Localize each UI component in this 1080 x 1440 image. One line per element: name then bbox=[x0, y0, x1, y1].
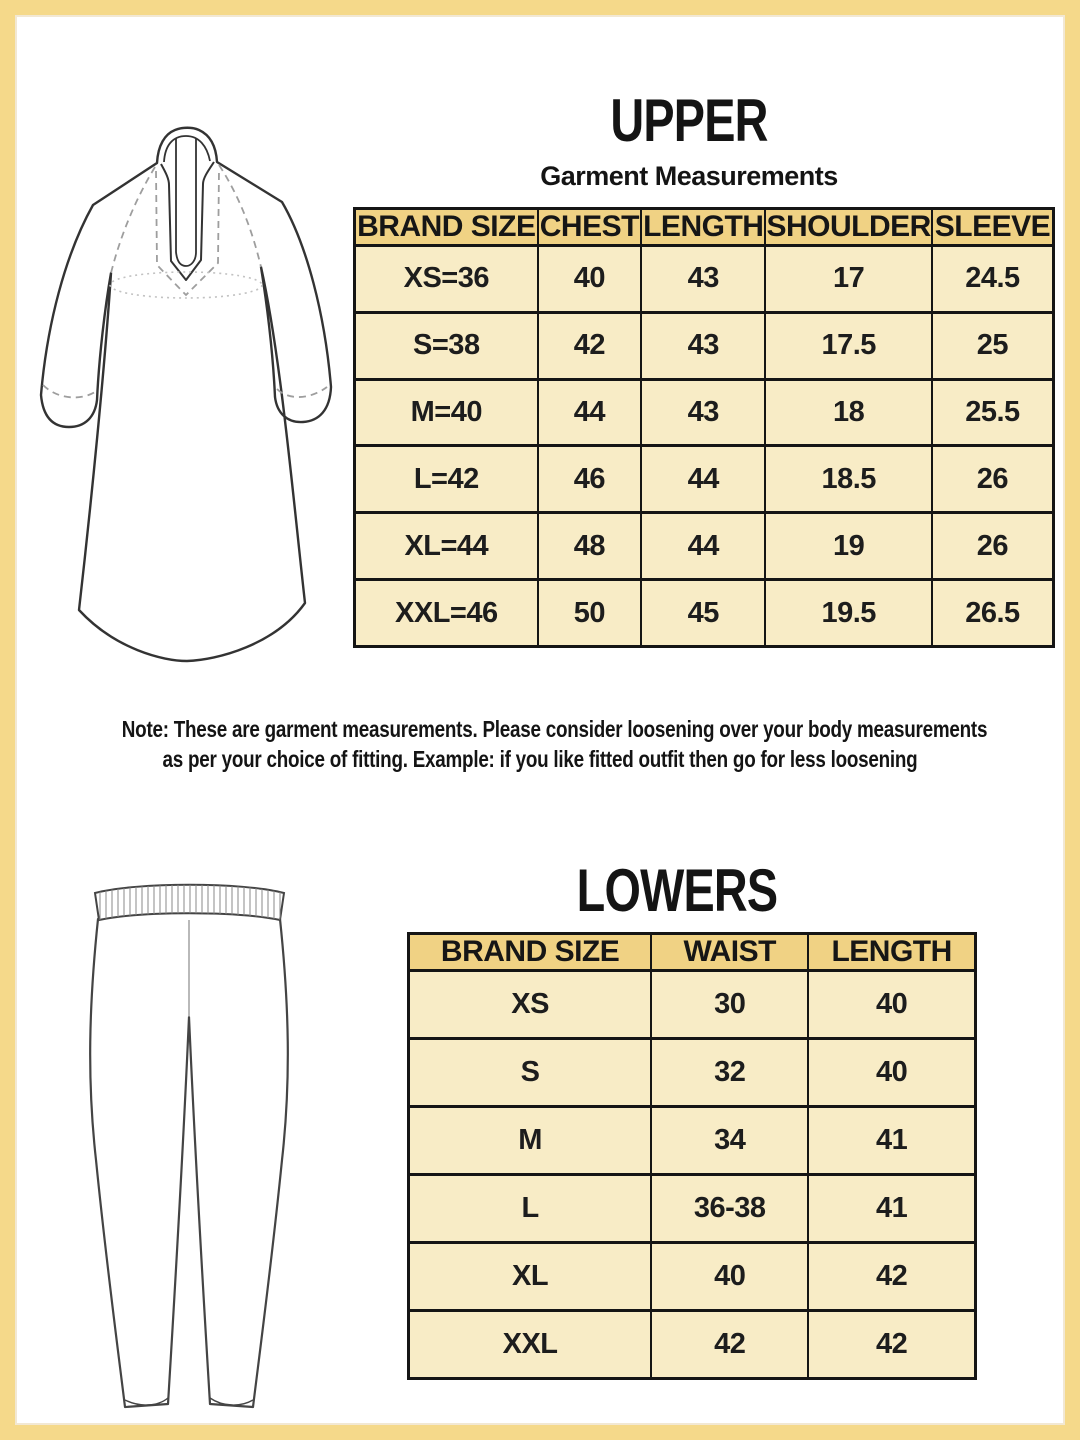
upper-title: UPPER bbox=[610, 87, 768, 154]
table-cell: 18.5 bbox=[764, 444, 933, 515]
table-row: XL 40 42 bbox=[407, 1241, 977, 1312]
table-cell: 44 bbox=[640, 511, 767, 582]
table-cell: 44 bbox=[536, 377, 643, 448]
table-cell: 34 bbox=[650, 1105, 810, 1176]
upper-subtitle: Garment Measurements bbox=[540, 161, 838, 191]
table-cell: 43 bbox=[640, 377, 767, 448]
lowers-table-header-row: BRAND SIZE WAIST LENGTH bbox=[407, 932, 977, 972]
table-cell: XXL=46 bbox=[353, 578, 539, 648]
lowers-size-table: BRAND SIZE WAIST LENGTH XS 30 40 S 32 40 M 34 41 L 3… bbox=[407, 932, 977, 1380]
table-cell: 41 bbox=[807, 1105, 977, 1176]
lowers-title: LOWERS bbox=[576, 857, 778, 924]
column-header: LENGTH bbox=[807, 932, 977, 972]
table-row: S 32 40 bbox=[407, 1037, 977, 1108]
table-cell: 30 bbox=[650, 969, 810, 1040]
upper-table-header-row: BRAND SIZE CHEST LENGTH SHOULDER SLEEVE bbox=[353, 207, 1055, 247]
column-header: LENGTH bbox=[640, 207, 767, 247]
table-cell: L bbox=[407, 1173, 653, 1244]
table-cell: 19 bbox=[764, 511, 933, 582]
table-cell: 41 bbox=[807, 1173, 977, 1244]
table-cell: XXL bbox=[407, 1309, 653, 1380]
table-row: XS 30 40 bbox=[407, 969, 977, 1040]
note-line-2: as per your choice of fitting. Example: … bbox=[162, 746, 918, 773]
table-cell: 17 bbox=[764, 244, 933, 314]
note-line-1: Note: These are garment measurements. Pl… bbox=[121, 716, 988, 742]
table-cell: 25.5 bbox=[930, 377, 1055, 448]
table-row: M 34 41 bbox=[407, 1105, 977, 1176]
table-cell: 26 bbox=[930, 444, 1055, 515]
table-cell: 40 bbox=[650, 1241, 810, 1312]
measurement-note: Note: These are garment measurements. Pl… bbox=[30, 714, 1050, 775]
table-cell: 42 bbox=[807, 1241, 977, 1312]
table-cell: 48 bbox=[536, 511, 643, 582]
table-row: L 36-38 41 bbox=[407, 1173, 977, 1244]
table-cell: S bbox=[407, 1037, 653, 1108]
table-cell: 40 bbox=[807, 969, 977, 1040]
column-header: BRAND SIZE bbox=[353, 207, 539, 247]
table-cell: 17.5 bbox=[764, 310, 933, 381]
column-header: CHEST bbox=[536, 207, 643, 247]
table-cell: 32 bbox=[650, 1037, 810, 1108]
table-cell: 42 bbox=[536, 310, 643, 381]
table-row: L=42 46 44 18.5 26 bbox=[353, 444, 1055, 515]
table-cell: 46 bbox=[536, 444, 643, 515]
table-cell: M=40 bbox=[353, 377, 539, 448]
table-cell: M bbox=[407, 1105, 653, 1176]
table-row: XS=36 40 43 17 24.5 bbox=[353, 244, 1055, 314]
table-row: XXL=46 50 45 19.5 26.5 bbox=[353, 578, 1055, 648]
table-cell: XL=44 bbox=[353, 511, 539, 582]
column-header: SHOULDER bbox=[764, 207, 933, 247]
table-cell: 42 bbox=[807, 1309, 977, 1380]
column-header: SLEEVE bbox=[930, 207, 1055, 247]
table-cell: 36-38 bbox=[650, 1173, 810, 1244]
table-cell: 45 bbox=[640, 578, 767, 648]
table-cell: 40 bbox=[807, 1037, 977, 1108]
table-cell: 43 bbox=[640, 244, 767, 314]
table-cell: 43 bbox=[640, 310, 767, 381]
table-cell: XS=36 bbox=[353, 244, 539, 314]
pants-illustration bbox=[89, 883, 289, 1409]
table-cell: 50 bbox=[536, 578, 643, 648]
table-cell: XS bbox=[407, 969, 653, 1040]
column-header: WAIST bbox=[650, 932, 810, 972]
table-cell: 40 bbox=[536, 244, 643, 314]
table-cell: 26.5 bbox=[930, 578, 1055, 648]
table-row: S=38 42 43 17.5 25 bbox=[353, 310, 1055, 381]
column-header: BRAND SIZE bbox=[407, 932, 653, 972]
table-cell: L=42 bbox=[353, 444, 539, 515]
table-cell: XL bbox=[407, 1241, 653, 1312]
table-cell: 19.5 bbox=[764, 578, 933, 648]
table-cell: 42 bbox=[650, 1309, 810, 1380]
table-cell: 26 bbox=[930, 511, 1055, 582]
table-cell: S=38 bbox=[353, 310, 539, 381]
upper-size-table: BRAND SIZE CHEST LENGTH SHOULDER SLEEVE XS=3… bbox=[353, 207, 1055, 648]
table-row: M=40 44 43 18 25.5 bbox=[353, 377, 1055, 448]
kurta-illustration bbox=[39, 126, 333, 663]
table-row: XL=44 48 44 19 26 bbox=[353, 511, 1055, 582]
table-cell: 24.5 bbox=[930, 244, 1055, 314]
table-cell: 18 bbox=[764, 377, 933, 448]
table-cell: 44 bbox=[640, 444, 767, 515]
table-row: XXL 42 42 bbox=[407, 1309, 977, 1380]
table-cell: 25 bbox=[930, 310, 1055, 381]
